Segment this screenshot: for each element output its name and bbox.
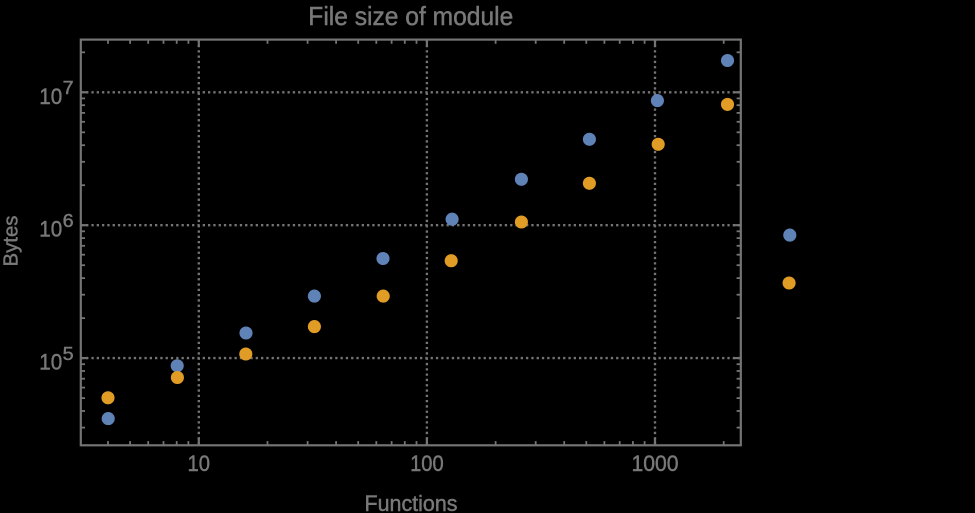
svg-text:6: 6 <box>63 210 74 231</box>
svg-text:1000: 1000 <box>632 451 679 476</box>
svg-text:10: 10 <box>39 350 62 375</box>
svg-text:100: 100 <box>410 451 444 476</box>
svg-text:10: 10 <box>39 84 62 109</box>
svg-text:File size of module: File size of module <box>308 1 513 31</box>
svg-text:10: 10 <box>39 217 62 242</box>
svg-text:Functions: Functions <box>365 491 458 513</box>
svg-text:Bytes: Bytes <box>0 216 22 267</box>
svg-text:5: 5 <box>63 343 74 364</box>
svg-text:10: 10 <box>188 451 211 476</box>
svg-text:7: 7 <box>63 77 74 98</box>
